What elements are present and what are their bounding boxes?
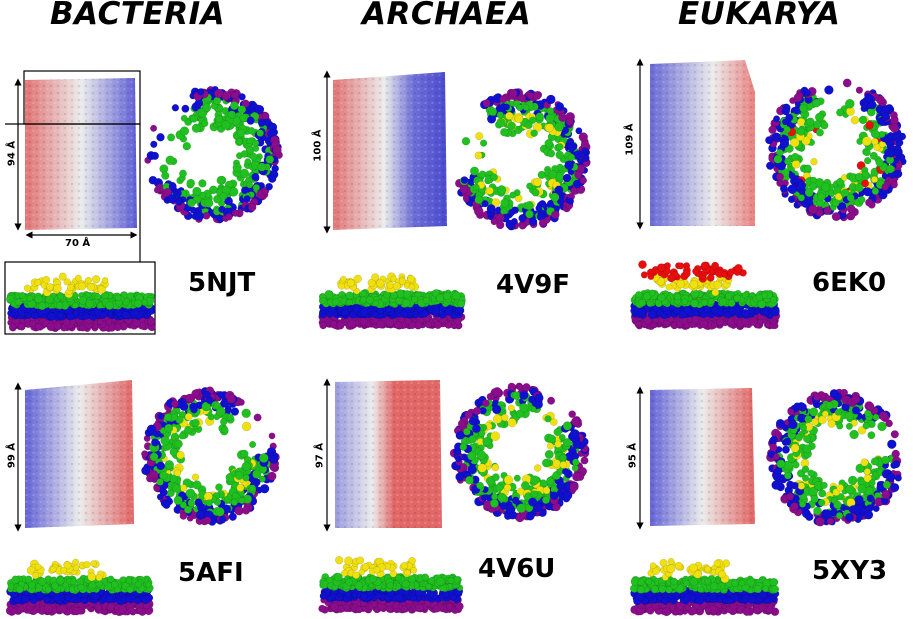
- side-view-4v6u: [318, 556, 464, 614]
- top-view-6ek0: [765, 78, 907, 222]
- pdb-id-5afi: 5AFI: [178, 558, 244, 588]
- height-label-5afi: 99 Å: [6, 442, 18, 469]
- surface-4v9f: [333, 72, 447, 230]
- height-label-4v9f: 100 Å: [312, 129, 324, 162]
- height-label-4v6u: 97 Å: [314, 442, 326, 469]
- height-label-5njt: 94 Å: [6, 140, 18, 167]
- dimension-arrows: [14, 58, 644, 532]
- crop-guide-5njt: [5, 123, 141, 262]
- top-view-4v9f: [454, 88, 591, 231]
- surface-4v6u: [335, 380, 442, 528]
- surface-5xy3: [650, 388, 755, 526]
- width-label-5njt: 70 Å: [65, 238, 91, 249]
- height-label-5xy3: 95 Å: [627, 442, 639, 469]
- top-view-5njt: [144, 85, 283, 224]
- side-view-6ek0: [630, 260, 781, 331]
- pdb-id-4v9f: 4V9F: [496, 270, 571, 300]
- side-view-box-5njt: [4, 261, 156, 335]
- pdb-id-5xy3: 5XY3: [812, 556, 888, 586]
- pdb-id-4v6u: 4V6U: [478, 554, 556, 584]
- pdb-id-5njt: 5NJT: [188, 268, 256, 298]
- top-view-5afi: [141, 386, 280, 526]
- surface-5afi: [25, 380, 134, 528]
- domain-title-archaea: ARCHAEA: [362, 0, 532, 32]
- top-view-4v6u: [449, 382, 590, 523]
- pdb-id-6ek0: 6EK0: [812, 268, 887, 298]
- side-view-5njt: [6, 272, 156, 333]
- domain-title-bacteria: BACTERIA: [50, 0, 226, 32]
- height-label-6ek0: 109 Å: [624, 123, 636, 156]
- side-view-5xy3: [630, 558, 780, 617]
- side-views: [5, 260, 781, 617]
- top-view-5xy3: [766, 388, 902, 527]
- side-view-5afi: [5, 558, 154, 617]
- surface-6ek0: [650, 60, 755, 226]
- top-views: [141, 78, 907, 527]
- domain-title-eukarya: EUKARYA: [678, 0, 841, 32]
- surface-5njt: [25, 78, 137, 230]
- side-view-4v9f: [318, 272, 466, 331]
